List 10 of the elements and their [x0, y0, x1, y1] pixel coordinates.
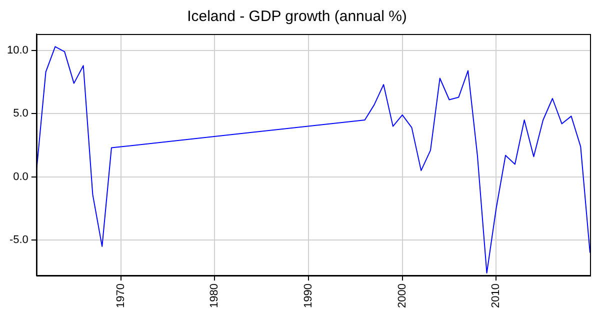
x-tick-label: 2010	[490, 284, 502, 308]
y-tick-label: 0.0	[13, 170, 28, 183]
x-tick-label: 2000	[396, 284, 408, 308]
x-tick-label: 1970	[114, 284, 127, 308]
y-tick-label: 5.0	[13, 108, 28, 120]
y-tick-label: -5.0	[9, 234, 28, 246]
y-tick-label: 10.0	[6, 44, 28, 56]
x-tick-label: 1990	[302, 284, 315, 308]
chart-title: Iceland - GDP growth (annual %)	[187, 8, 407, 26]
x-tick-label: 1980	[208, 284, 221, 308]
